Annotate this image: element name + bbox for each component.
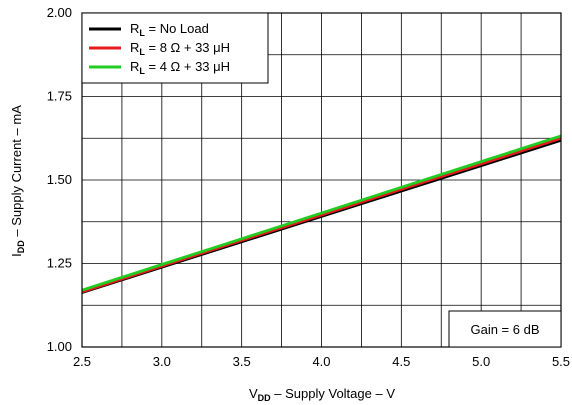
y-tick-label: 2.00 [47, 5, 72, 20]
series-line-4ohm-33uh [81, 134, 562, 292]
y-axis-label-rest: – Supply Current – mA [9, 105, 24, 240]
y-axis-label-main: I [9, 253, 24, 257]
legend-label-no-load: RL = No Load [130, 21, 209, 38]
y-axis-label-sub: DD [16, 240, 26, 253]
legend-label-8ohm: RL = 8 Ω + 33 μH [130, 40, 230, 57]
x-tick-label: 3.5 [233, 354, 251, 369]
gain-annotation-box [448, 310, 562, 348]
x-tick-labels: 2.5 3.0 3.5 4.0 4.5 5.0 5.5 [73, 354, 570, 369]
y-tick-label: 1.50 [47, 172, 72, 187]
gain-annotation: Gain = 6 dB [448, 310, 562, 348]
x-tick-label: 5.5 [552, 354, 570, 369]
x-axis-label-rest: – Supply Voltage – V [271, 386, 396, 401]
x-axis-label-sub: DD [258, 393, 271, 403]
x-tick-label: 5.0 [472, 354, 490, 369]
x-tick-label: 2.5 [73, 354, 91, 369]
series-line-8ohm-33uh [81, 136, 562, 294]
gain-annotation-text: Gain = 6 dB [470, 322, 539, 337]
x-axis-label-main: V [249, 386, 258, 401]
y-tick-labels: 1.00 1.25 1.50 1.75 2.00 [47, 5, 72, 354]
x-tick-label: 4.0 [312, 354, 330, 369]
legend-label-4ohm: RL = 4 Ω + 33 μH [130, 59, 230, 76]
x-tick-label: 3.0 [153, 354, 171, 369]
y-tick-label: 1.00 [47, 339, 72, 354]
y-tick-label: 1.25 [47, 256, 72, 271]
y-tick-label: 1.75 [47, 89, 72, 104]
x-axis-label: VDD – Supply Voltage – V [249, 386, 395, 403]
y-axis-label: IDD – Supply Current – mA [9, 105, 26, 257]
plot-frame [81, 12, 562, 348]
x-tick-label: 4.5 [392, 354, 410, 369]
series-lines [81, 134, 562, 294]
legend: RL = No Load RL = 8 Ω + 33 μH RL = 4 Ω +… [81, 12, 269, 84]
